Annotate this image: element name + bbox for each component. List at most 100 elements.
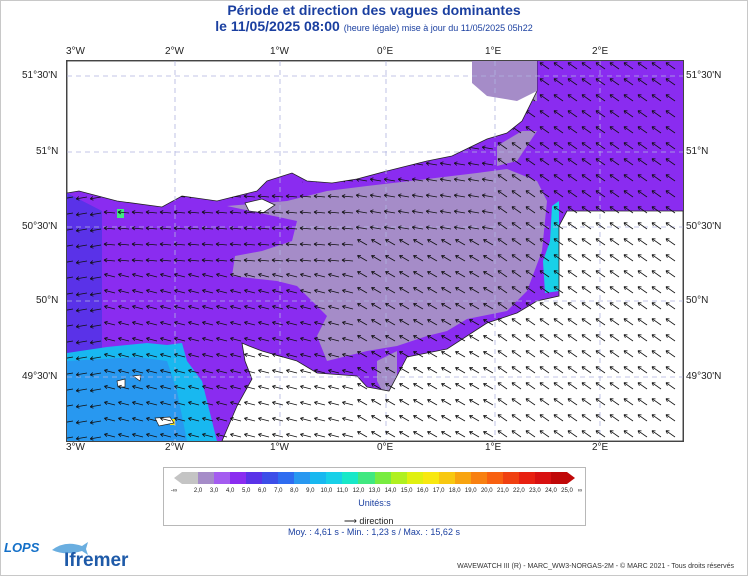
direction-arrowhead bbox=[75, 404, 80, 408]
direction-arrow bbox=[469, 319, 480, 326]
direction-arrow bbox=[567, 158, 578, 166]
direction-arrowhead bbox=[427, 351, 430, 355]
direction-arrow bbox=[595, 302, 606, 310]
direction-arrow bbox=[525, 286, 536, 294]
lon-label-bottom-0e: 0°E bbox=[377, 442, 394, 453]
direction-arrowhead bbox=[623, 158, 626, 163]
direction-arrowhead bbox=[553, 254, 556, 259]
direction-arrow bbox=[76, 244, 88, 248]
direction-arrowhead bbox=[371, 367, 374, 371]
direction-arrowhead bbox=[146, 337, 150, 341]
direction-arrowhead bbox=[342, 384, 346, 387]
colorbar-tick-label: 5,0 bbox=[241, 488, 251, 494]
direction-arrowhead bbox=[637, 270, 640, 275]
direction-arrow bbox=[357, 383, 368, 390]
direction-arrow bbox=[665, 430, 676, 438]
lat-label-right-5130: 51°30'N bbox=[686, 70, 722, 81]
direction-arrow bbox=[553, 366, 564, 374]
direction-arrowhead bbox=[440, 177, 444, 180]
direction-arrowhead bbox=[146, 369, 150, 373]
direction-arrow bbox=[146, 337, 158, 342]
direction-arrow bbox=[567, 190, 578, 198]
direction-arrow bbox=[482, 162, 494, 166]
direction-arrow bbox=[511, 222, 522, 230]
direction-arrowhead bbox=[357, 431, 360, 435]
direction-arrowhead bbox=[159, 210, 164, 213]
direction-arrowhead bbox=[89, 356, 94, 360]
direction-arrowhead bbox=[160, 369, 164, 373]
land-isle-of-wight bbox=[244, 198, 276, 214]
direction-arrowhead bbox=[299, 211, 304, 215]
direction-arrowhead bbox=[299, 242, 304, 245]
direction-arrow bbox=[90, 340, 102, 344]
direction-arrowhead bbox=[131, 210, 136, 213]
direction-arrowhead bbox=[272, 289, 276, 293]
direction-arrowhead bbox=[371, 351, 374, 355]
direction-arrowhead bbox=[117, 211, 122, 215]
direction-arrowhead bbox=[313, 242, 318, 245]
wave-map[interactable] bbox=[66, 60, 684, 442]
direction-arrow bbox=[230, 385, 242, 390]
direction-arrowhead bbox=[230, 288, 234, 291]
direction-arrowhead bbox=[272, 337, 276, 341]
direction-arrow bbox=[441, 399, 452, 406]
direction-arrow bbox=[427, 415, 438, 422]
direction-arrowhead bbox=[118, 368, 122, 371]
direction-arrow bbox=[272, 321, 284, 326]
direction-arrow bbox=[637, 350, 648, 358]
direction-arrow bbox=[103, 243, 116, 246]
direction-arrow bbox=[299, 195, 312, 198]
direction-arrowhead bbox=[342, 272, 346, 275]
direction-arrow bbox=[539, 126, 550, 134]
direction-arrowhead bbox=[160, 353, 164, 357]
direction-arrow bbox=[455, 367, 466, 374]
direction-arrowhead bbox=[104, 352, 108, 355]
direction-arrowhead bbox=[651, 78, 654, 83]
direction-arrow bbox=[399, 255, 410, 262]
direction-arrow bbox=[117, 243, 130, 246]
direction-arrowhead bbox=[327, 194, 332, 197]
direction-arrowhead bbox=[187, 259, 192, 263]
direction-arrow bbox=[623, 62, 634, 70]
direction-arrowhead bbox=[118, 416, 122, 419]
direction-arrow bbox=[413, 287, 424, 294]
direction-arrow bbox=[567, 206, 578, 214]
direction-arrowhead bbox=[595, 206, 598, 211]
direction-arrow bbox=[427, 303, 438, 310]
direction-arrow bbox=[595, 110, 606, 118]
direction-arrowhead bbox=[413, 303, 416, 307]
direction-arrowhead bbox=[483, 303, 486, 307]
direction-arrowhead bbox=[257, 211, 262, 215]
direction-arrow bbox=[567, 350, 578, 358]
direction-arrow bbox=[160, 401, 172, 406]
direction-arrowhead bbox=[651, 158, 654, 163]
direction-arrowhead bbox=[525, 414, 528, 419]
direction-arrow bbox=[441, 319, 452, 326]
direction-arrow bbox=[609, 254, 620, 262]
direction-arrowhead bbox=[215, 243, 220, 247]
direction-arrow bbox=[215, 211, 228, 214]
direction-arrowhead bbox=[117, 258, 122, 261]
direction-arrow bbox=[357, 335, 368, 342]
direction-arrowhead bbox=[173, 259, 178, 263]
direction-arrowhead bbox=[441, 367, 444, 371]
direction-arrow bbox=[286, 369, 298, 374]
direction-arrow bbox=[595, 94, 606, 102]
direction-arrow bbox=[76, 260, 88, 264]
direction-arrowhead bbox=[300, 352, 304, 355]
direction-arrowhead bbox=[511, 318, 514, 323]
direction-arrowhead bbox=[511, 222, 514, 227]
direction-arrow bbox=[539, 62, 550, 70]
direction-arrowhead bbox=[637, 78, 640, 83]
direction-arrow bbox=[581, 126, 592, 134]
direction-arrow bbox=[413, 399, 424, 406]
direction-arrow bbox=[651, 238, 662, 246]
direction-arrow bbox=[455, 271, 466, 278]
direction-arrowhead bbox=[581, 62, 584, 67]
direction-arrow bbox=[595, 318, 606, 326]
direction-arrow bbox=[609, 94, 620, 102]
direction-arrowhead bbox=[286, 432, 290, 435]
direction-arrowhead bbox=[497, 270, 500, 275]
direction-arrowhead bbox=[230, 273, 234, 277]
direction-arrowhead bbox=[665, 254, 668, 259]
